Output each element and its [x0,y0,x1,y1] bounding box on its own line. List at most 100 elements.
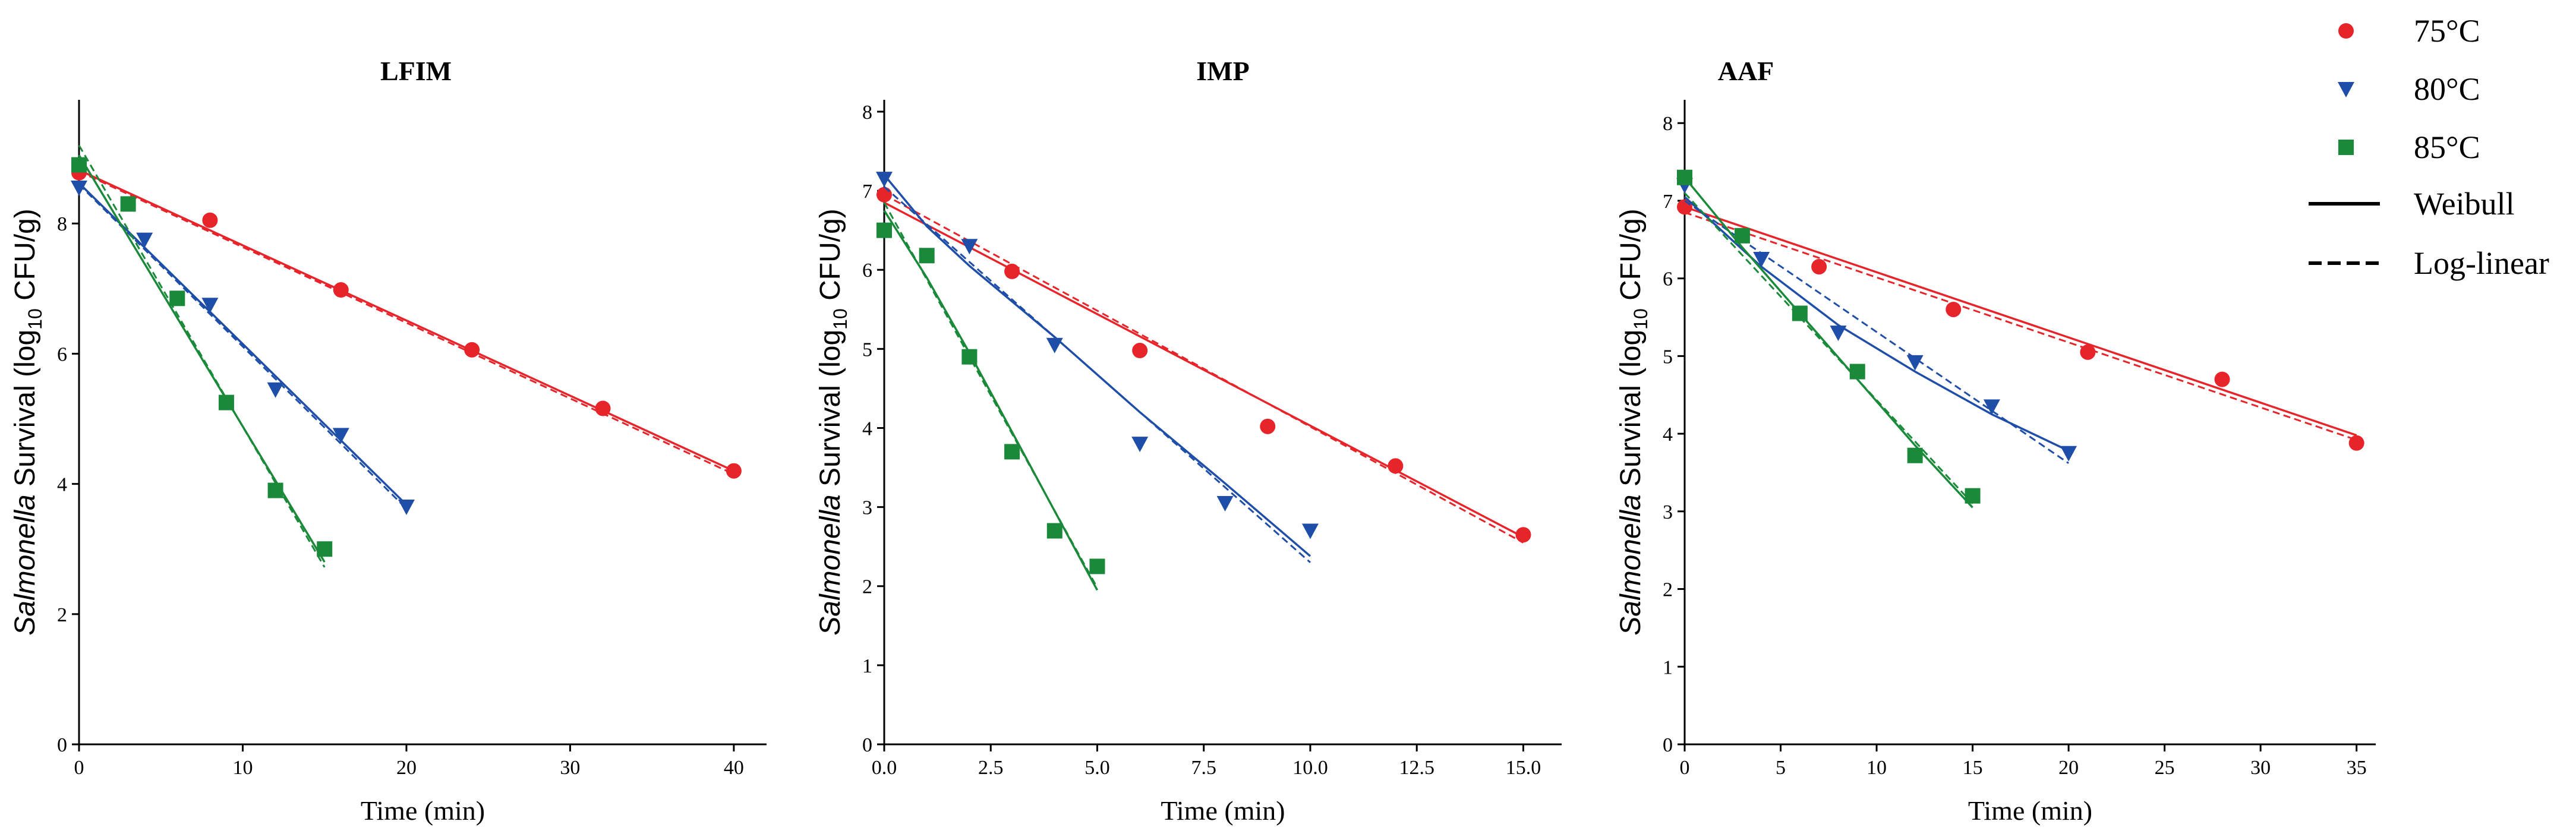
x-tick-label: 2.5 [978,757,1004,779]
data-point [1946,301,1962,317]
legend-swatch [2338,23,2354,39]
data-point [2348,435,2364,451]
data-point [1046,337,1063,353]
y-tick-label: 2 [57,604,67,626]
y-tick-label: 4 [862,418,872,440]
y-tick-label: 0 [57,734,67,756]
data-point [1260,418,1276,434]
data-point [876,222,892,238]
y-tick-label: 4 [1663,424,1673,446]
y-tick-label: 7 [862,181,872,203]
panel-lfim: LFIM 0 10 20 30 40 0 2 4 6 8 Time (min) Salmonella S… [10,56,767,826]
data-point [2080,344,2096,360]
legend-entry: Log-linear [2309,245,2549,281]
data-point [201,298,219,314]
y-tick-label: 6 [57,343,67,365]
x-axis-label: Time (min) [1161,795,1285,826]
x-tick-label: 30 [560,757,580,779]
y-axis-label-end: CFU/g) [10,209,41,308]
data-point [961,239,978,255]
y-tick-label: 0 [862,734,872,756]
panel-title: LFIM [380,56,452,86]
y-tick-label: 8 [862,102,872,124]
x-tick-label: 35 [2347,757,2367,779]
loglinear-fit-line [78,144,326,568]
y-tick-label: 4 [57,474,67,496]
loglinear-fit-line [78,184,408,510]
x-tick-label: 10 [1866,757,1887,779]
data-point [332,428,349,444]
weibull-fit-line [883,210,1099,591]
data-point [1046,523,1062,539]
legend-label: 80°C [2414,71,2480,107]
y-tick-label: 6 [1663,269,1673,290]
panel-title: IMP [1196,56,1249,86]
legend: 75°C 80°C 85°C Weibull Log-linear [2309,13,2549,281]
data-point [333,282,349,298]
y-tick-label: 5 [1663,346,1673,368]
y-axis-label-main: Survival (log [1615,330,1647,487]
legend-label: Weibull [2414,186,2515,222]
weibull-fit-line [883,174,1311,557]
x-tick-label: 0 [74,757,84,779]
weibull-fit-line [78,182,408,506]
data-point [317,541,333,557]
y-axis-label-italic: Salmonella [1615,487,1647,636]
y-axis-label-end: CFU/g) [1615,209,1647,308]
y-tick-label: 8 [1663,113,1673,135]
data-point [1131,437,1149,453]
x-tick-label: 7.5 [1191,757,1216,779]
data-point [1301,523,1319,539]
loglinear-fit-line [78,170,734,475]
data-point [1388,458,1404,474]
data-point [1734,228,1750,244]
data-point [2060,446,2077,462]
y-tick-label: 2 [862,576,872,598]
data-point [1677,169,1692,185]
data-point [218,394,234,410]
weibull-fit-line [78,169,734,472]
y-axis-label-main: Survival (log [10,330,41,487]
y-tick-label: 6 [862,260,872,282]
y-axis-label: Salmonella Survival (log10 CFU/g) [815,209,851,636]
weibull-fit-line [1684,206,2357,437]
x-tick-label: 12.5 [1399,757,1434,779]
data-point [876,172,893,188]
x-tick-label: 10.0 [1292,757,1328,779]
x-tick-label: 25 [2155,757,2175,779]
data-point [169,290,185,307]
x-tick-label: 30 [2250,757,2271,779]
weibull-fit-line [884,201,1524,538]
y-axis-label: Salmonella Survival (log10 CFU/g) [10,209,46,636]
y-tick-label: 3 [862,497,872,519]
series-75°C [71,165,742,479]
data-point [876,187,892,203]
y-tick-label: 0 [1663,734,1673,756]
data-point [267,382,284,398]
legend-entry: 75°C [2338,13,2480,49]
data-point [595,400,611,416]
y-tick-label: 1 [862,655,872,677]
data-point [267,482,283,498]
data-point [71,157,87,173]
data-point [398,499,415,515]
data-point [961,349,978,365]
panel-title: AAF [1718,56,1774,86]
legend-entry: 85°C [2338,130,2480,165]
legend-entry: 80°C [2338,71,2480,107]
legend-label: 75°C [2414,13,2480,49]
series-80°C [71,180,415,515]
data-point [120,196,136,212]
y-axis-label-subscript: 10 [1630,308,1651,330]
data-point [1811,259,1827,275]
legend-label: Log-linear [2414,245,2549,281]
x-tick-label: 0.0 [872,757,897,779]
x-tick-label: 15 [1963,757,1983,779]
y-axis-label-subscript: 10 [24,308,46,330]
data-point [1849,364,1865,380]
data-point [1004,263,1020,279]
y-tick-label: 7 [1663,191,1673,213]
data-point [1907,447,1923,463]
data-point [919,248,935,264]
